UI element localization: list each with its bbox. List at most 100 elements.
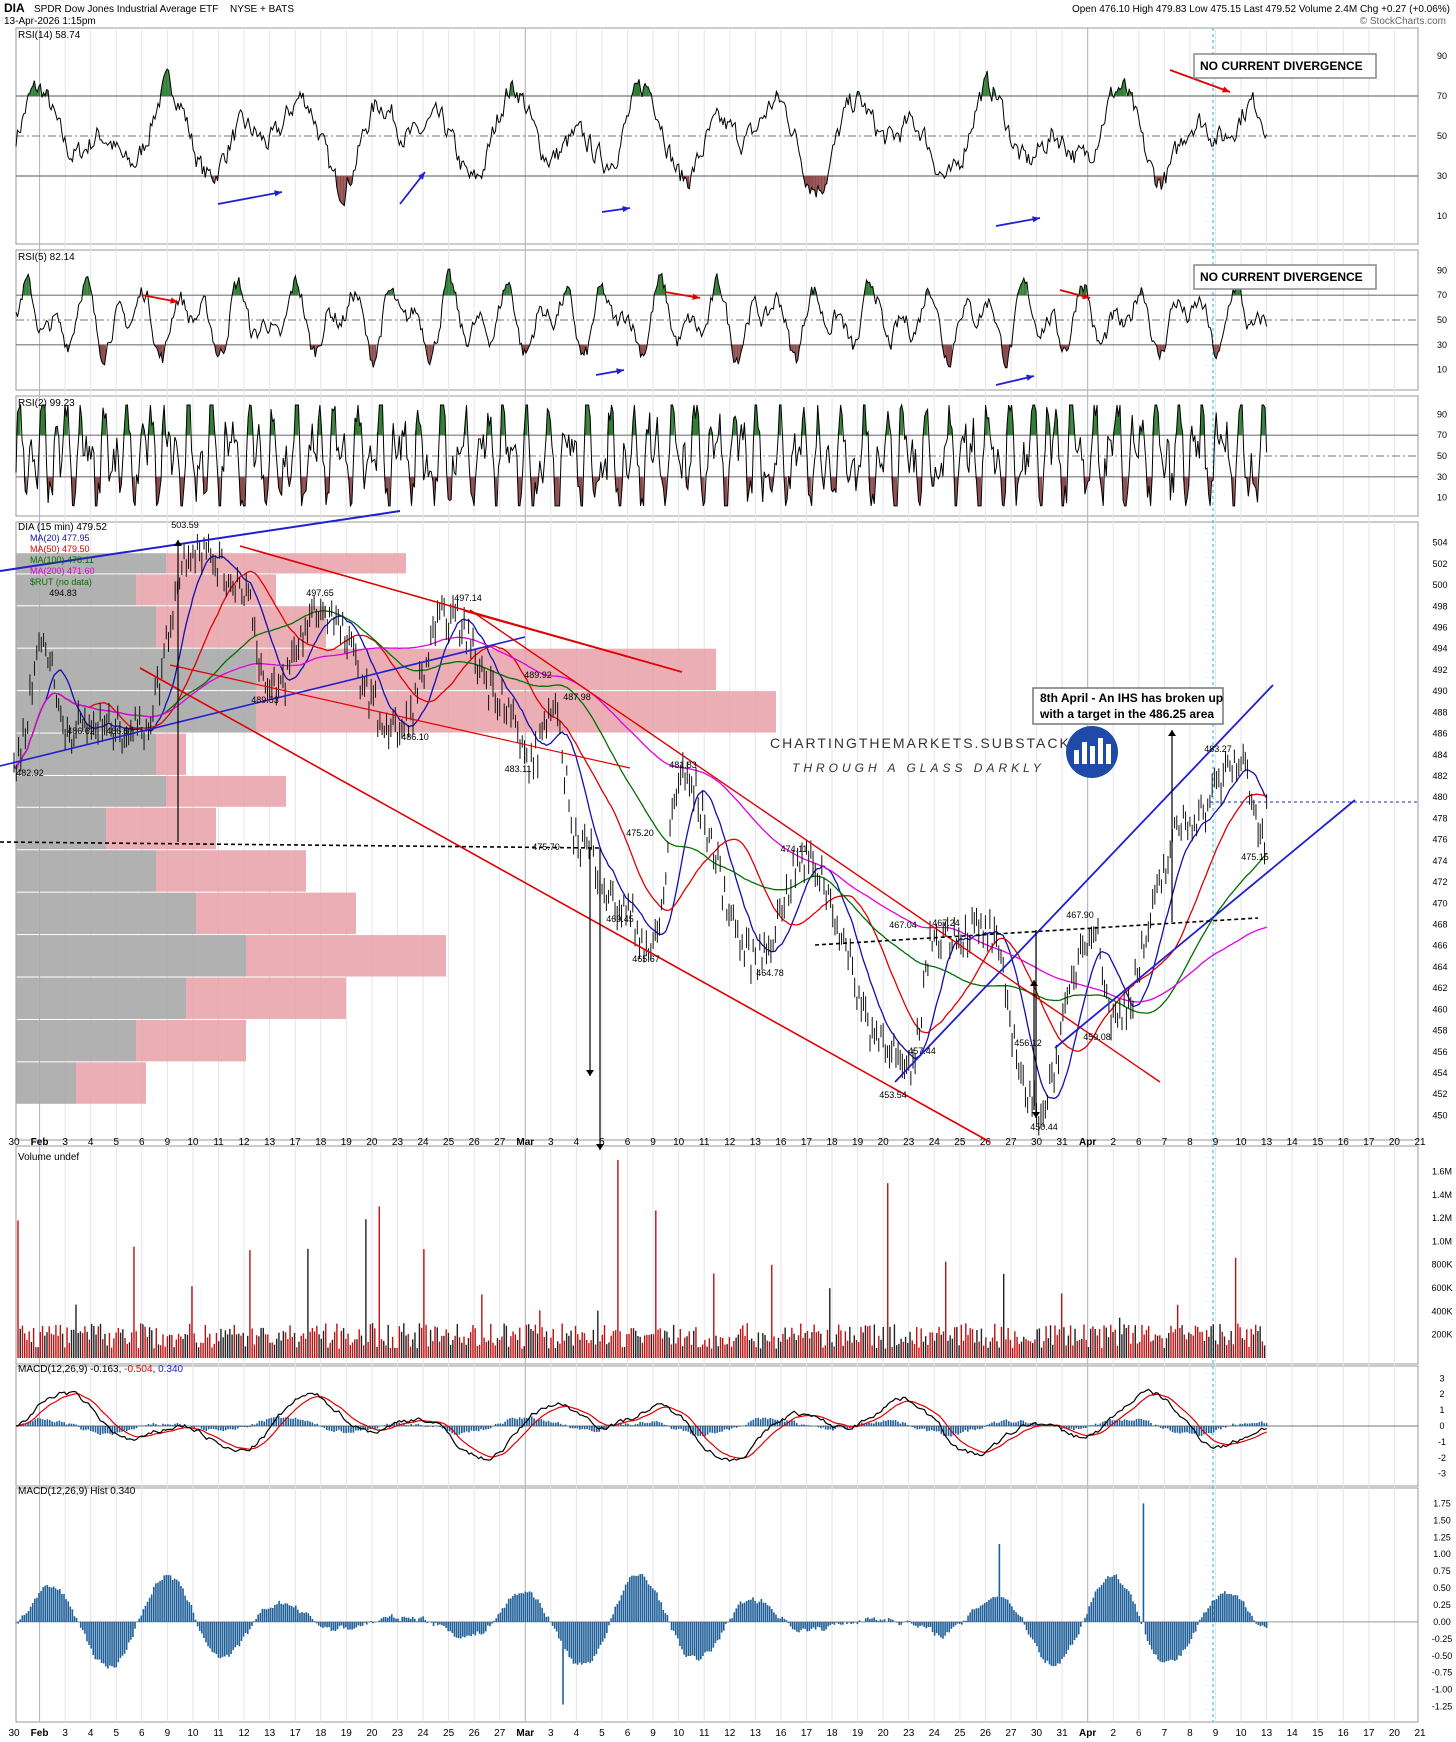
price-tick-label: 464 (1432, 962, 1447, 972)
rsi-overbought-fill (32, 80, 35, 96)
x-tick-label: 9 (650, 1137, 656, 1148)
x-tick-label: 13 (750, 1137, 762, 1148)
macd-tick-label: 1 (1439, 1405, 1444, 1415)
price-annotation: 483.11 (505, 764, 532, 774)
x-tick-label: 17 (290, 1137, 302, 1148)
rsi-oversold-fill (1161, 344, 1163, 351)
rsi-oversold-fill (325, 476, 328, 505)
hist-tick-label: -1.25 (1432, 1702, 1453, 1712)
price-annotation: 486.57 (106, 726, 134, 736)
rsi-overbought-fill (1094, 405, 1096, 436)
rsi5-note-box (1193, 264, 1377, 290)
rsi-overbought-fill (35, 89, 38, 96)
x-tick-label: 17 (801, 1728, 813, 1739)
volume-profile-gray (16, 850, 156, 892)
rsi-overbought-fill (448, 269, 450, 296)
legend-ma50: MA(50) 479.50 (30, 544, 90, 554)
price-annotation: 453.54 (879, 1090, 907, 1100)
price-annotation: 459.08 (1083, 1032, 1111, 1042)
x-tick-label: 20 (1389, 1728, 1401, 1739)
x-tick-label: 4 (574, 1728, 580, 1739)
rsi-overbought-fill (443, 405, 446, 436)
rsi-overbought-fill (87, 276, 90, 296)
x-tick-label: 4 (574, 1137, 580, 1148)
rsi-oversold-fill (871, 476, 873, 506)
volume-tick-label: 600K (1431, 1283, 1452, 1293)
rsi-oversold-fill (580, 476, 583, 506)
macd-tick-label: 2 (1439, 1389, 1444, 1399)
rsi-overbought-fill (26, 274, 29, 296)
price-annotation: 457.44 (908, 1046, 936, 1056)
x-tick-label: 11 (213, 1728, 224, 1739)
volume-profile-red (156, 850, 306, 892)
hist-tick-label: 0.50 (1433, 1583, 1451, 1593)
x-tick-label: 17 (290, 1728, 302, 1739)
volume-tick-label: 1.2M (1432, 1213, 1452, 1223)
price-tick-label: 504 (1432, 538, 1447, 548)
x-tick-label: 6 (625, 1137, 631, 1148)
rsi-overbought-fill (587, 405, 589, 436)
rsi-oversold-fill (1061, 476, 1064, 506)
rsi-overbought-fill (451, 282, 453, 296)
hist-tick-label: 0.75 (1433, 1566, 1451, 1576)
rsi-oversold-fill (217, 344, 220, 357)
x-tick-label: 12 (239, 1137, 251, 1148)
price-annotation: 497.65 (306, 588, 334, 598)
price-annotation: 486.62 (67, 726, 95, 736)
x-tick-label: 25 (443, 1137, 455, 1148)
rsi-tick-label: 90 (1437, 409, 1447, 419)
price-annotation: 481.83 (669, 760, 697, 770)
x-tick-label: 23 (903, 1728, 915, 1739)
x-tick-label: 20 (1389, 1137, 1401, 1148)
rsi-overbought-fill (503, 290, 505, 296)
panels-layer (15, 27, 1419, 1723)
rsi-overbought-fill (506, 284, 508, 296)
rsi-overbought-fill (1200, 405, 1203, 436)
rsi-overbought-fill (66, 405, 68, 436)
rsi-oversold-fill (1005, 344, 1008, 368)
x-tick-label: 13 (1261, 1137, 1273, 1148)
rsi-oversold-fill (280, 476, 282, 496)
rsi-overbought-fill (507, 282, 510, 296)
price-annotation: 503.59 (171, 520, 199, 530)
rsi-oversold-fill (220, 344, 223, 352)
rsi-overbought-fill (1155, 405, 1157, 436)
x-tick-label: 12 (724, 1728, 736, 1739)
rsi5-bear-div-arrow-head (692, 293, 700, 300)
rsi-overbought-fill (926, 288, 928, 296)
rsi-overbought-fill (1202, 405, 1205, 436)
hist-tick-label: -0.25 (1432, 1634, 1453, 1644)
blue-channel-lower (1054, 799, 1356, 1049)
rsi-overbought-fill (868, 282, 870, 296)
red-channel-lower (139, 667, 991, 1143)
price-annotation: 487.98 (563, 692, 591, 702)
macd-label: MACD(12,26,9) -0.163, -0.504, 0.340 (18, 1364, 184, 1375)
rsi14-bull-div-arrow (217, 191, 283, 205)
rsi-overbought-fill (296, 283, 299, 296)
hist-tick-label: -0.75 (1432, 1668, 1453, 1678)
x-tick-label: 9 (1213, 1137, 1219, 1148)
rsi-oversold-fill (133, 476, 136, 506)
rsi5-bull-div-arrow-head (1026, 374, 1034, 381)
price-tick-label: 482 (1432, 771, 1447, 781)
rsi-overbought-fill (660, 273, 662, 296)
volume-profile-red (166, 553, 406, 574)
hist-tick-label: 0.00 (1433, 1617, 1451, 1627)
rsi-oversold-fill (978, 476, 980, 506)
dotted-support (0, 841, 601, 849)
rsi-overbought-fill (501, 405, 504, 436)
hist-label: MACD(12,26,9) Hist 0.340 (18, 1486, 136, 1497)
rsi-overbought-fill (209, 405, 212, 436)
price-annotation: 469.45 (606, 914, 634, 924)
rsi-oversold-fill (156, 476, 159, 506)
volume-profile-red (106, 807, 216, 850)
price-tick-label: 470 (1432, 898, 1447, 908)
price-tick-label: 472 (1432, 877, 1447, 887)
volume-profile-gray (16, 1019, 136, 1062)
x-tick-label: 3 (62, 1728, 68, 1739)
rsi-overbought-fill (671, 405, 673, 436)
rsi-oversold-fill (72, 476, 75, 506)
rsi-oversold-fill (810, 176, 812, 195)
hist-tick-label: 1.50 (1433, 1515, 1451, 1525)
rsi-overbought-fill (658, 274, 661, 296)
